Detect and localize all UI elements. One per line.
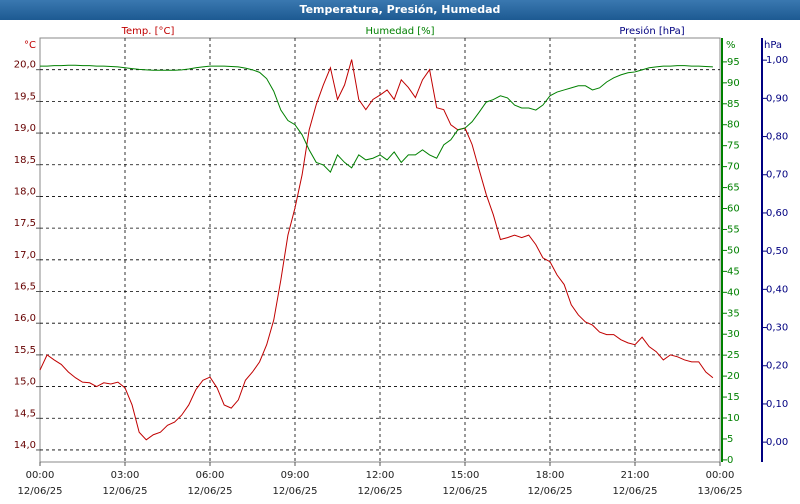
y3-tick-label: 0,50 — [766, 246, 788, 257]
y-tick-label: 15,0 — [14, 377, 36, 388]
y-tick-label: 19,0 — [14, 123, 36, 134]
y-tick-label: 20,0 — [14, 60, 36, 71]
y2-tick-label: 45 — [727, 266, 740, 277]
y3-tick-label: 0,90 — [766, 93, 788, 104]
y2-tick-label: 55 — [727, 224, 740, 235]
x-tick-date: 12/06/25 — [528, 486, 573, 497]
y2-tick-label: 20 — [727, 371, 740, 382]
y2-tick-label: 10 — [727, 413, 740, 424]
y-tick-label: 19,5 — [14, 91, 36, 102]
x-tick-date: 12/06/25 — [188, 486, 233, 497]
x-tick-label: 00:00 — [26, 470, 55, 481]
y3-tick-label: 0,10 — [766, 399, 788, 410]
y2-tick-label: 60 — [727, 204, 740, 215]
x-tick-date: 12/06/25 — [358, 486, 403, 497]
y2-tick-label: 75 — [727, 141, 740, 152]
y3-tick-label: 0,80 — [766, 132, 788, 143]
y2-tick-label: 50 — [727, 245, 740, 256]
y3-tick-label: 0,00 — [766, 437, 788, 448]
y-tick-label: 18,0 — [14, 186, 36, 197]
y3-tick-label: 0,70 — [766, 170, 788, 181]
x-tick-date: 13/06/25 — [698, 486, 743, 497]
y3-tick-label: 0,40 — [766, 284, 788, 295]
series-line — [39, 59, 714, 441]
y2-tick-label: 85 — [727, 99, 740, 110]
y2-tick-label: 65 — [727, 183, 740, 194]
x-tick-date: 12/06/25 — [18, 486, 63, 497]
y-tick-label: 16,0 — [14, 313, 36, 324]
x-tick-label: 15:00 — [451, 470, 480, 481]
x-tick-label: 00:00 — [706, 470, 735, 481]
x-tick-label: 03:00 — [111, 470, 140, 481]
y2-tick-label: 80 — [727, 120, 740, 131]
y3-tick-label: 0,60 — [766, 208, 788, 219]
y2-tick-label: 35 — [727, 308, 740, 319]
y2-tick-label: 90 — [727, 78, 740, 89]
y2-axis-unit: % — [726, 40, 736, 51]
y2-tick-label: 0 — [727, 455, 733, 466]
x-tick-label: 06:00 — [196, 470, 225, 481]
y-tick-label: 17,5 — [14, 218, 36, 229]
y-tick-label: 15,5 — [14, 345, 36, 356]
y3-tick-label: 0,20 — [766, 361, 788, 372]
y3-tick-label: 1,00 — [766, 55, 788, 66]
y-tick-label: 17,0 — [14, 250, 36, 261]
y3-tick-label: 0,30 — [766, 323, 788, 334]
y-tick-label: 14,0 — [14, 440, 36, 451]
y3-axis-unit: hPa — [764, 40, 782, 51]
legend-label: Humedad [%] — [365, 26, 434, 37]
y2-tick-label: 70 — [727, 162, 740, 173]
y2-tick-label: 25 — [727, 350, 740, 361]
x-tick-label: 21:00 — [621, 470, 650, 481]
x-tick-label: 12:00 — [366, 470, 395, 481]
y2-tick-label: 30 — [727, 329, 740, 340]
y-tick-label: 16,5 — [14, 282, 36, 293]
y2-tick-label: 5 — [727, 434, 733, 445]
y3-title: Presión [hPa] — [619, 25, 684, 37]
x-tick-date: 12/06/25 — [613, 486, 658, 497]
x-tick-date: 12/06/25 — [103, 486, 148, 497]
title-bar — [0, 0, 800, 20]
y-tick-label: 18,5 — [14, 155, 36, 166]
x-tick-date: 12/06/25 — [273, 486, 318, 497]
y2-tick-label: 15 — [727, 392, 740, 403]
y2-tick-label: 95 — [727, 57, 740, 68]
y-axis-unit: °C — [24, 40, 36, 51]
chart-title: Temperatura, Presión, Humedad — [300, 3, 501, 16]
x-tick-label: 09:00 — [281, 470, 310, 481]
x-tick-label: 18:00 — [536, 470, 565, 481]
y2-tick-label: 40 — [727, 287, 740, 298]
y-tick-label: 14,5 — [14, 408, 36, 419]
series-line — [40, 64, 713, 173]
legend-label: Temp. [°C] — [121, 26, 175, 37]
x-tick-date: 12/06/25 — [443, 486, 488, 497]
